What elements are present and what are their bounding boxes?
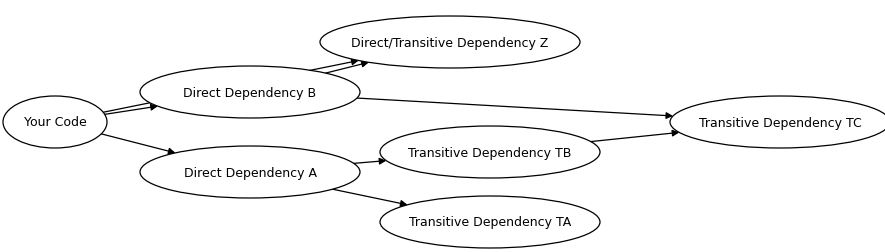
Text: Transitive Dependency TA: Transitive Dependency TA	[409, 216, 571, 229]
Text: Direct/Transitive Dependency Z: Direct/Transitive Dependency Z	[351, 36, 549, 49]
Text: Direct Dependency A: Direct Dependency A	[183, 166, 317, 179]
Ellipse shape	[380, 127, 600, 178]
Ellipse shape	[670, 97, 885, 148]
Text: Transitive Dependency TC: Transitive Dependency TC	[698, 116, 861, 129]
Text: Your Code: Your Code	[24, 116, 87, 129]
Text: Transitive Dependency TB: Transitive Dependency TB	[408, 146, 572, 159]
Ellipse shape	[3, 97, 107, 148]
Text: Direct Dependency B: Direct Dependency B	[183, 86, 317, 99]
Ellipse shape	[140, 146, 360, 198]
Ellipse shape	[140, 67, 360, 118]
Ellipse shape	[380, 196, 600, 248]
Ellipse shape	[320, 17, 580, 69]
